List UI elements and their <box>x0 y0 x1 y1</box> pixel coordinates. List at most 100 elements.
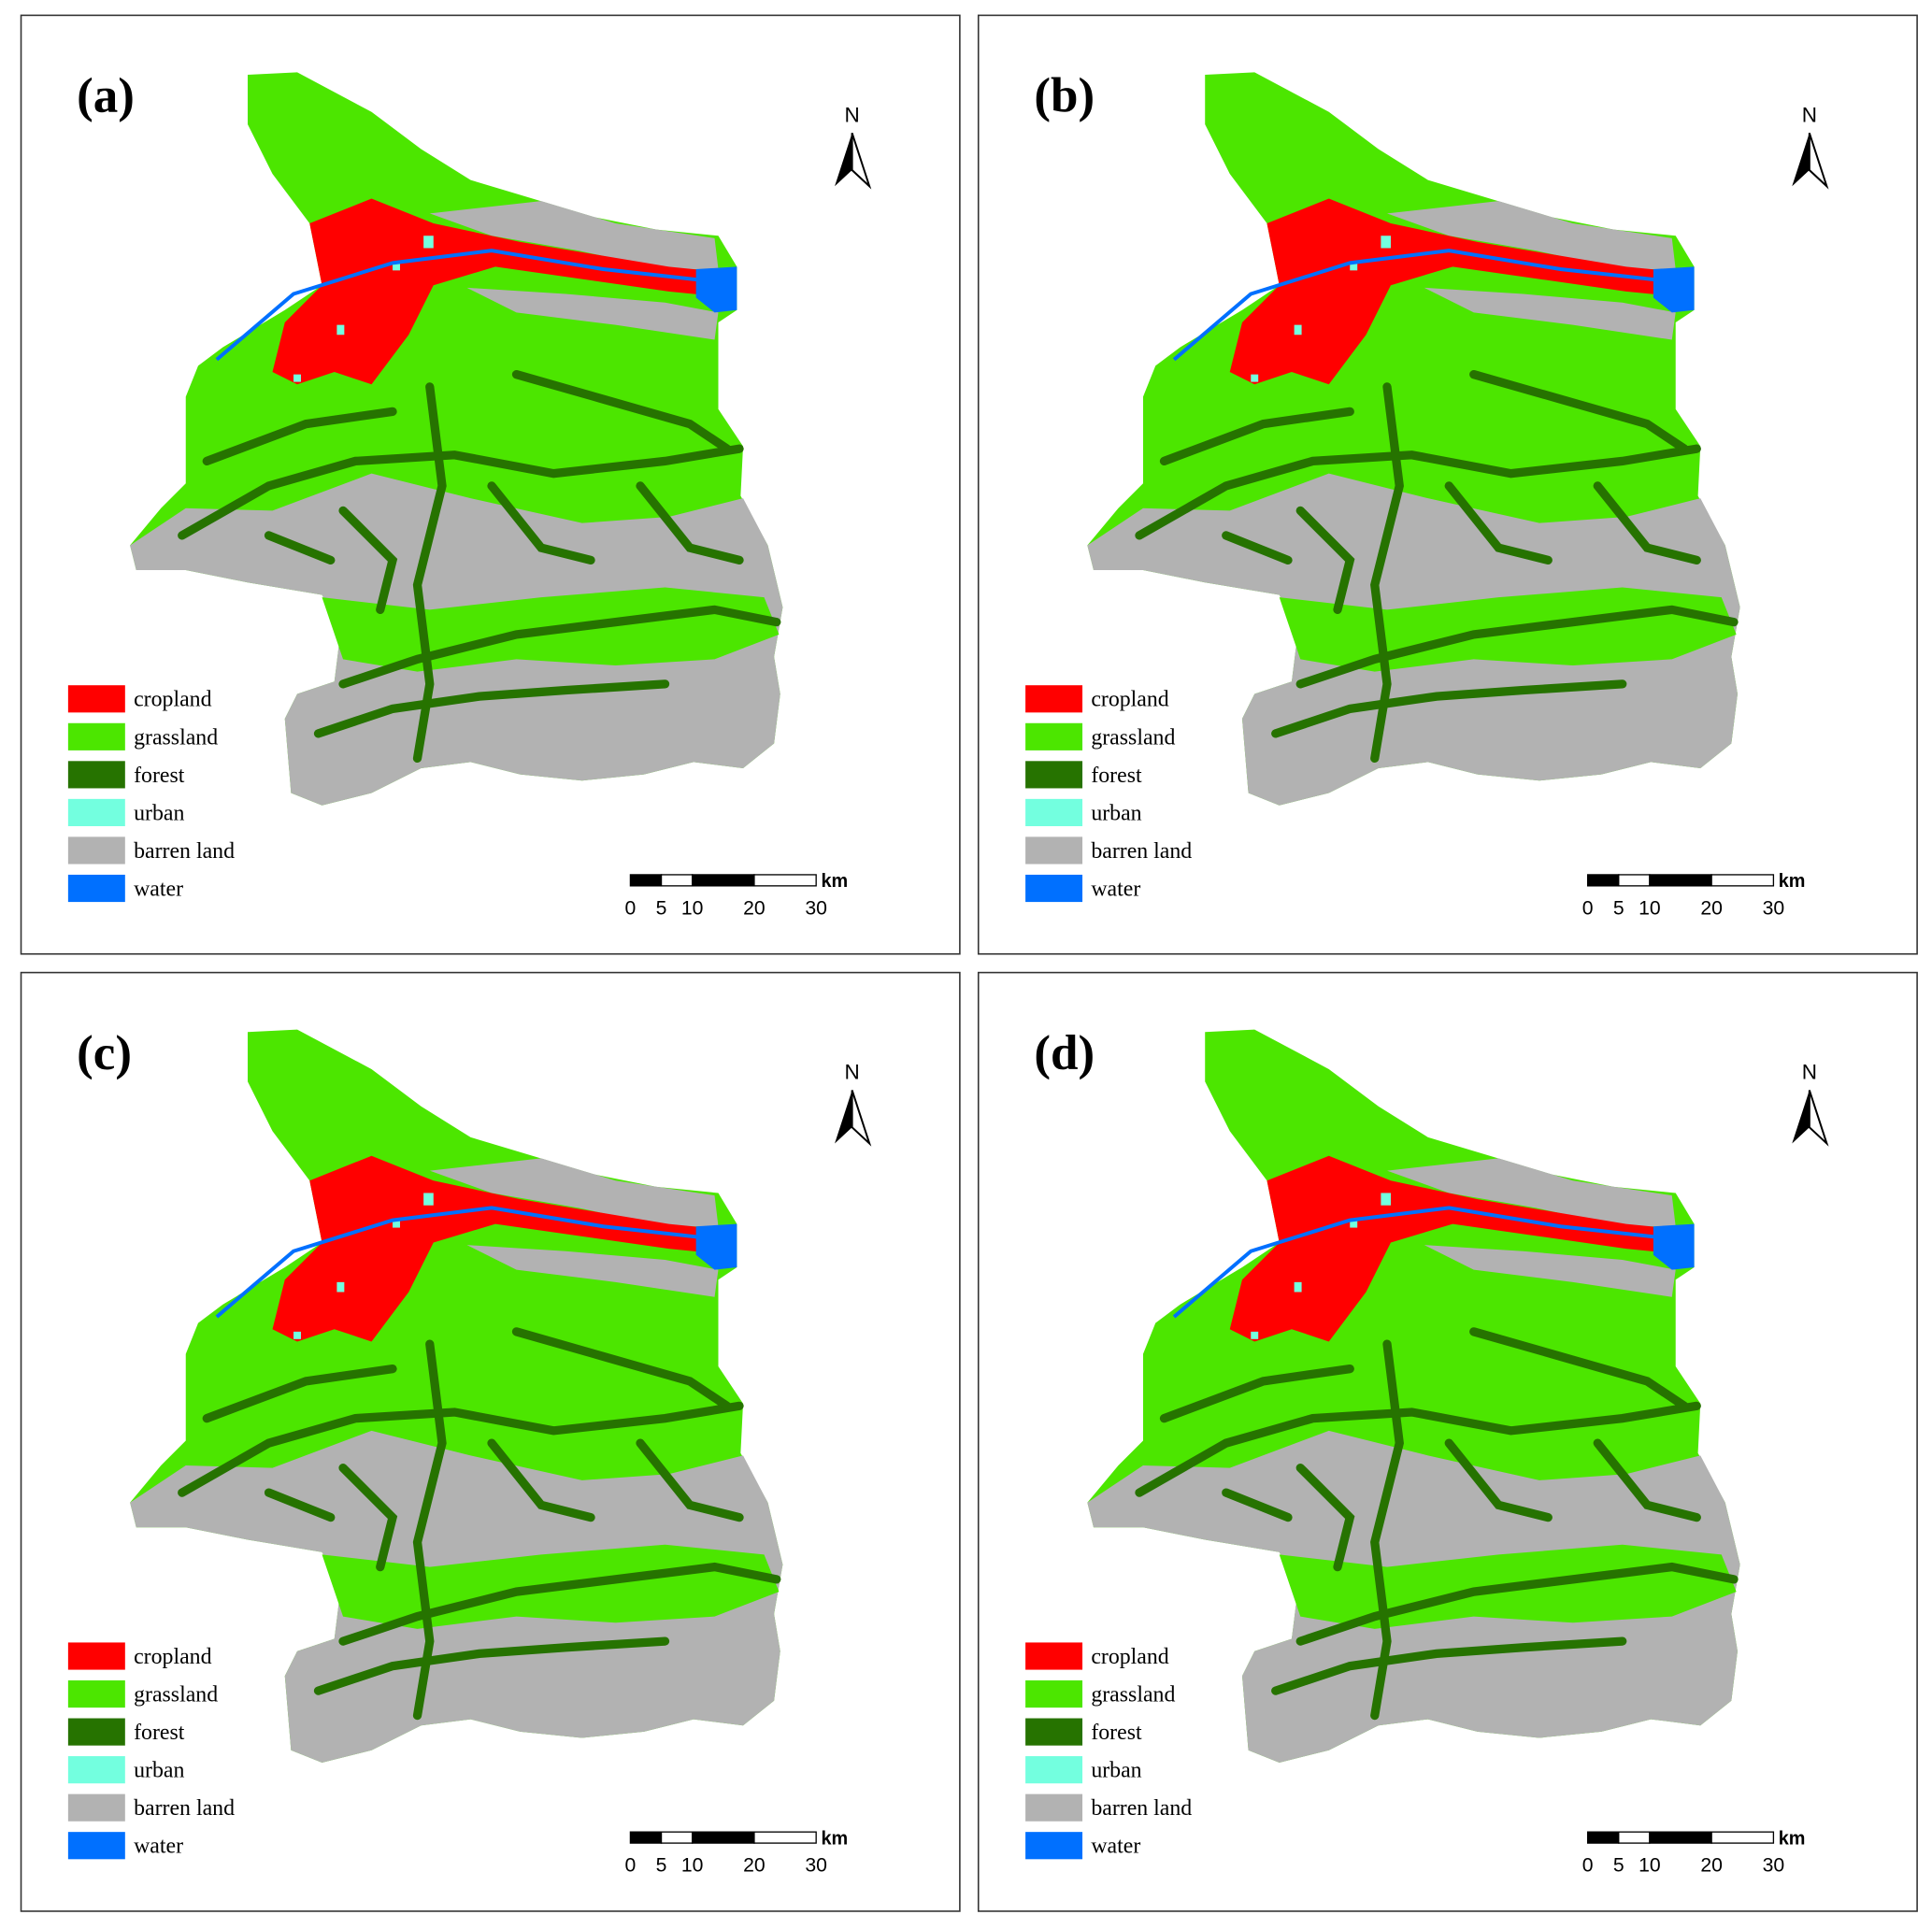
scale-label: 20 <box>743 897 766 919</box>
scale-label: 30 <box>805 1855 827 1877</box>
legend-swatch <box>1025 1756 1083 1784</box>
legend-swatch <box>67 1718 125 1746</box>
scale-label: 0 <box>1582 1855 1594 1877</box>
legend-swatch <box>1025 1642 1083 1670</box>
scale-unit: km <box>1779 1828 1806 1849</box>
legend-swatch <box>67 836 125 864</box>
north-label: N <box>1802 1061 1817 1084</box>
legend-label: barren land <box>134 1796 235 1821</box>
scale-label: 0 <box>1582 897 1594 919</box>
legend-label: cropland <box>1091 1645 1168 1669</box>
legend-label: forest <box>134 764 185 788</box>
scale-label: 0 <box>625 897 637 919</box>
legend-swatch <box>67 722 125 750</box>
panel-label: (a) <box>77 69 135 123</box>
legend-swatch <box>1025 1679 1083 1708</box>
legend-swatch <box>1025 836 1083 864</box>
legend-label: cropland <box>134 688 211 712</box>
scale-label: 5 <box>656 897 667 919</box>
scale-label: 20 <box>743 1855 766 1877</box>
scale-label: 10 <box>1639 1855 1661 1877</box>
legend-swatch <box>67 1832 125 1860</box>
scale-segment <box>660 874 694 887</box>
scale-segment <box>753 1831 817 1844</box>
legend-swatch <box>67 761 125 789</box>
legend-swatch <box>67 1756 125 1784</box>
legend-label: barren land <box>1091 839 1192 864</box>
north-label: N <box>844 1061 859 1084</box>
north-label: N <box>844 103 859 126</box>
legend-label: water <box>134 1835 183 1859</box>
panel-label: (b) <box>1034 69 1095 123</box>
legend-swatch <box>67 1679 125 1708</box>
north-arrow <box>851 132 872 190</box>
legend-swatch <box>67 874 125 903</box>
scale-label: 20 <box>1700 897 1723 919</box>
scale-label: 10 <box>681 897 704 919</box>
scale-segment <box>1586 1831 1620 1844</box>
legend-label: forest <box>1091 1721 1142 1745</box>
north-arrow <box>851 1090 872 1147</box>
legend-label: barren land <box>1091 1796 1192 1821</box>
north-arrow <box>1808 1090 1829 1147</box>
panel-label: (d) <box>1034 1026 1095 1080</box>
legend-label: grassland <box>1091 1683 1175 1708</box>
scale-unit: km <box>821 871 848 892</box>
scale-segment <box>1618 1831 1651 1844</box>
scale-label: 5 <box>656 1855 667 1877</box>
legend-label: grassland <box>134 725 218 750</box>
legend-label: urban <box>1091 1759 1141 1783</box>
legend-label: forest <box>1091 764 1142 788</box>
scale-unit: km <box>821 1828 848 1849</box>
scale-label: 5 <box>1613 1855 1624 1877</box>
legend-swatch <box>1025 1718 1083 1746</box>
legend-label: urban <box>134 801 184 825</box>
legend-label: cropland <box>1091 688 1168 712</box>
scale-segment <box>629 1831 663 1844</box>
scale-segment <box>1586 874 1620 887</box>
scale-segment <box>1618 874 1651 887</box>
legend-label: cropland <box>134 1645 211 1669</box>
legend-swatch <box>1025 874 1083 903</box>
scale-segment <box>753 874 817 887</box>
legend-swatch <box>1025 1832 1083 1860</box>
scale-segment <box>1710 874 1775 887</box>
scale-label: 30 <box>805 897 827 919</box>
legend-label: water <box>134 877 183 901</box>
legend-label: grassland <box>134 1683 218 1708</box>
north-arrow <box>1792 133 1810 187</box>
legend-label: urban <box>1091 801 1141 825</box>
scale-unit: km <box>1779 871 1806 892</box>
scale-segment <box>1710 1831 1775 1844</box>
legend-swatch <box>67 1793 125 1822</box>
legend-label: urban <box>134 1759 184 1783</box>
scale-label: 30 <box>1763 897 1785 919</box>
scale-segment <box>692 874 755 887</box>
scale-segment <box>660 1831 694 1844</box>
legend-label: forest <box>134 1721 185 1745</box>
scale-label: 10 <box>681 1855 704 1877</box>
legend-label: water <box>1091 877 1140 901</box>
scale-label: 10 <box>1639 897 1661 919</box>
legend-swatch <box>1025 722 1083 750</box>
legend-label: water <box>1091 1835 1140 1859</box>
legend-swatch <box>1025 761 1083 789</box>
scale-label: 0 <box>625 1855 637 1877</box>
legend-swatch <box>1025 1793 1083 1822</box>
north-label: N <box>1802 103 1817 126</box>
legend-label: grassland <box>1091 725 1175 750</box>
north-arrow <box>1792 1090 1810 1144</box>
scale-label: 20 <box>1700 1855 1723 1877</box>
scale-label: 30 <box>1763 1855 1785 1877</box>
scale-segment <box>692 1831 755 1844</box>
legend-swatch <box>67 1642 125 1670</box>
panel-label: (c) <box>77 1026 132 1080</box>
legend-swatch <box>1025 685 1083 713</box>
legend-label: barren land <box>134 839 235 864</box>
legend-swatch <box>1025 798 1083 826</box>
